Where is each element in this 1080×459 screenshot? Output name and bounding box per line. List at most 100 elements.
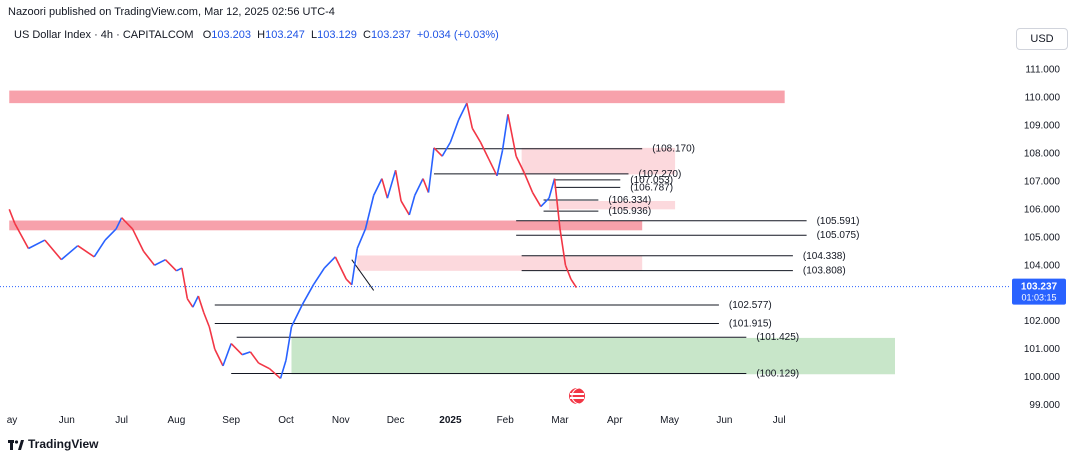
y-tick-label: 101.000 xyxy=(1024,344,1061,355)
price-segment xyxy=(496,150,504,176)
price-segment xyxy=(381,178,389,199)
us-flag-icon[interactable] xyxy=(569,387,589,405)
high-value: 103.247 xyxy=(265,29,305,41)
price-segment xyxy=(208,326,216,350)
price-segment xyxy=(285,326,293,361)
y-tick-label: 100.000 xyxy=(1024,372,1061,383)
price-segment xyxy=(394,170,402,202)
price-segment xyxy=(501,114,509,151)
price-segment xyxy=(523,172,534,193)
close-label: C xyxy=(363,29,371,41)
price-segment xyxy=(222,343,232,367)
level-label-0: (108.170) xyxy=(652,144,695,155)
level-label-7: (105.075) xyxy=(817,230,860,241)
y-tick-label: 102.000 xyxy=(1024,316,1061,327)
price-segment xyxy=(488,158,498,177)
price-segment xyxy=(466,102,474,129)
price-segment xyxy=(121,217,134,230)
low-value: 103.129 xyxy=(317,29,357,41)
price-segment xyxy=(364,195,375,230)
price-segment xyxy=(323,256,336,269)
price-segment xyxy=(507,114,517,157)
price-segment xyxy=(230,342,243,356)
zone-pink-4 xyxy=(357,255,643,271)
x-tick-label: ay xyxy=(7,415,18,426)
y-tick-label: 107.000 xyxy=(1024,176,1061,187)
price-segment xyxy=(8,209,16,224)
symbol-legend[interactable]: US Dollar Index · 4h · CAPITALCOM O 103.2… xyxy=(14,29,499,41)
price-segment xyxy=(104,228,117,241)
price-segment xyxy=(471,127,482,143)
time-axis[interactable]: ay Jun Jul Aug Sep Oct Nov Dec 2025 Feb Mar Apr May J… xyxy=(7,415,786,426)
price-segment xyxy=(28,239,46,250)
y-tick-label: 111.000 xyxy=(1025,65,1060,76)
level-label-13: (100.129) xyxy=(756,368,799,379)
symbol-name[interactable]: US Dollar Index · 4h · CAPITALCOM xyxy=(14,29,194,41)
price-tag-countdown: 01:03:15 xyxy=(1021,293,1056,303)
change-value: +0.034 (+0.03%) xyxy=(416,29,499,41)
price-segment xyxy=(192,295,200,308)
price-segment xyxy=(422,178,430,193)
price-segment xyxy=(334,256,347,280)
price-segment xyxy=(186,298,194,308)
price-segment xyxy=(131,228,145,252)
price-segment xyxy=(14,222,30,249)
price-segment xyxy=(60,245,79,261)
y-tick-label: 106.000 xyxy=(1024,204,1061,215)
price-segment xyxy=(433,147,443,157)
y-tick-label: 105.000 xyxy=(1024,232,1061,243)
level-label-12: (101.425) xyxy=(756,332,799,343)
x-tick-label: Jul xyxy=(115,415,128,426)
price-axis[interactable]: 111.000 110.000 109.000 108.000 107.000 106.0… xyxy=(1024,65,1061,411)
price-segment xyxy=(197,295,205,314)
price-segment xyxy=(559,228,567,266)
x-tick-label: Jun xyxy=(716,415,732,426)
y-tick-label: 99.000 xyxy=(1029,400,1060,411)
price-segment xyxy=(214,348,224,367)
price-segment xyxy=(457,102,468,121)
tradingview-brand[interactable]: TradingView xyxy=(8,437,98,451)
price-segment xyxy=(258,362,270,370)
price-segment xyxy=(441,141,452,157)
price-segment xyxy=(564,264,572,280)
price-segment xyxy=(290,304,304,328)
price-segment xyxy=(249,351,260,364)
x-tick-label: Dec xyxy=(387,415,405,426)
price-segment xyxy=(269,368,282,380)
close-value: 103.237 xyxy=(370,29,411,41)
open-label: O xyxy=(202,29,212,41)
price-segment xyxy=(386,169,397,199)
price-segment xyxy=(400,200,410,216)
price-series xyxy=(8,102,578,380)
currency-button[interactable]: USD xyxy=(1016,28,1068,50)
x-tick-label: Jun xyxy=(59,415,75,426)
zone-pink-2 xyxy=(521,147,676,175)
price-segment xyxy=(414,178,424,196)
level-label-5: (105.936) xyxy=(608,206,651,217)
price-segment xyxy=(356,228,367,249)
y-tick-label: 108.000 xyxy=(1024,148,1061,159)
level-label-3: (106.787) xyxy=(630,182,673,193)
price-segment xyxy=(44,239,62,261)
price-segment xyxy=(427,147,435,193)
low-label: L xyxy=(310,29,318,41)
x-tick-label: Mar xyxy=(551,415,569,426)
zones-layer xyxy=(0,90,1010,375)
level-label-10: (102.577) xyxy=(729,300,772,311)
level-label-11: (101.915) xyxy=(729,319,772,330)
price-segment xyxy=(301,284,315,305)
price-tag-box xyxy=(1012,278,1066,305)
zone-red-1 xyxy=(9,220,643,231)
price-segment xyxy=(77,245,95,258)
price-segment xyxy=(142,250,156,266)
price-segment xyxy=(515,155,526,174)
x-tick-label: May xyxy=(660,415,679,426)
price-segment xyxy=(181,267,189,299)
price-segment xyxy=(345,278,353,286)
price-segment xyxy=(279,360,287,379)
level-label-1: (107.270) xyxy=(639,169,682,180)
level-label-4: (106.334) xyxy=(608,195,651,206)
price-segment xyxy=(372,178,383,196)
